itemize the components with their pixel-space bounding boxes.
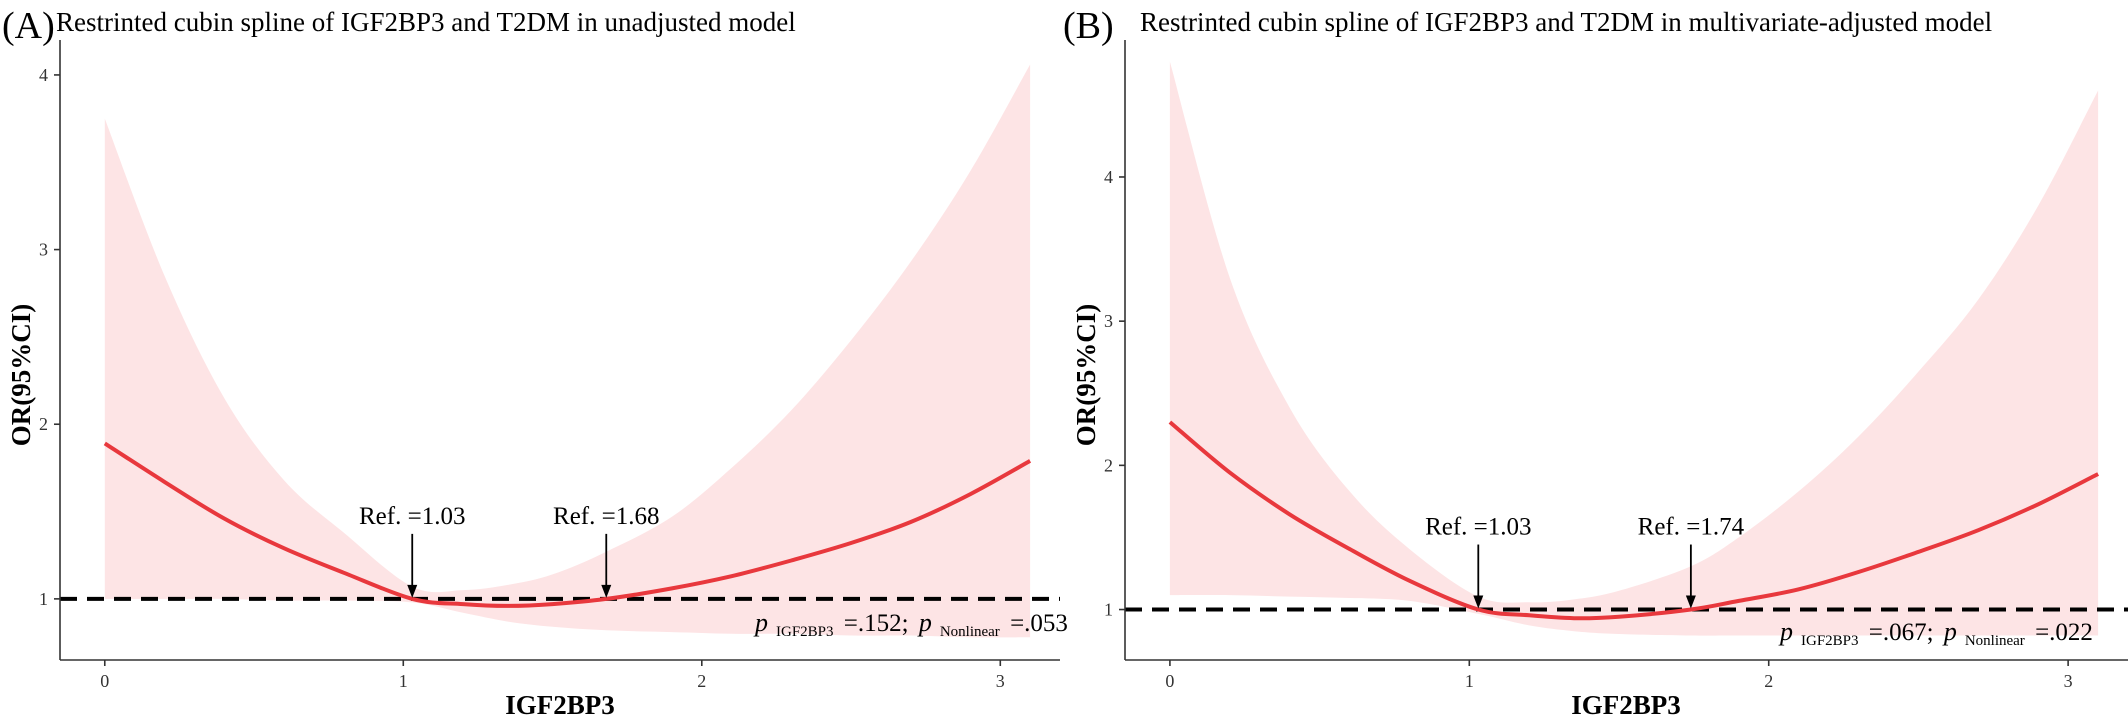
panel-b-title: Restrinted cubin spline of IGF2BP3 and T… [1140,7,1992,37]
y-tick-label: 2 [1104,455,1113,475]
ref-label: Ref. =1.74 [1638,514,1745,541]
panel-b-letter: (B) [1063,5,1114,47]
ref-arrow-head [1473,595,1484,609]
y-tick-label: 3 [1104,311,1113,331]
y-tick-label: 1 [1104,600,1113,620]
panel-b-p1-value: =.067; [1863,619,1940,646]
x-tick-label: 3 [2064,671,2073,691]
y-tick-label: 2 [39,414,48,434]
x-tick-label: 2 [697,671,706,691]
x-tick-label: 0 [100,671,109,691]
y-tick-label: 3 [39,240,48,260]
panel-a-title: Restrinted cubin spline of IGF2BP3 and T… [56,7,796,37]
ref-arrow-head [601,584,612,598]
ref-arrow-head [1685,595,1696,609]
panel-b-p-values: p IGF2BP3 =.067; p Nonlinear =.022 [1778,617,2093,649]
y-tick-label: 4 [39,65,48,85]
panel-a-p1-symbol: p [753,608,768,637]
panel-b: (B) Restrinted cubin spline of IGF2BP3 a… [1063,5,2128,720]
spline-curve [103,441,1032,608]
y-tick-label: 4 [1104,167,1113,187]
panel-b-y-axis-title: OR(95%CI) [1071,304,1101,447]
ref-label: Ref. =1.68 [553,503,659,530]
panel-a-x-axis-title: IGF2BP3 [505,690,615,720]
confidence-band [104,64,1031,638]
panel-b-p2-sub: Nonlinear [1965,633,2025,649]
panel-b-p2-value: =.022 [2029,619,2093,646]
x-tick-label: 2 [1764,671,1773,691]
panel-a: (A) Restrinted cubin spline of IGF2BP3 a… [2,5,1068,720]
x-tick-label: 1 [399,671,408,691]
panel-b-p1-sub: IGF2BP3 [1801,633,1859,649]
panel-b-x-axis-title: IGF2BP3 [1571,690,1681,720]
panel-a-y-axis-title: OR(95%CI) [6,304,36,447]
ref-label: Ref. =1.03 [359,503,465,530]
panel-a-p1-sub: IGF2BP3 [776,624,834,640]
panel-a-p2-value: =.053 [1004,610,1068,637]
x-tick-label: 1 [1465,671,1474,691]
x-tick-label: 3 [996,671,1005,691]
x-tick-label: 0 [1165,671,1174,691]
y-tick-label: 1 [39,589,48,609]
panel-a-p1-value: =.152; [838,610,915,637]
spline-curve [1168,420,2099,621]
confidence-band [1169,61,2099,636]
panel-a-letter: (A) [2,5,55,47]
panel-a-plot: 1 2 3 4 0 1 2 3 Ref. =1.03 Ref. =1.68 [39,40,1060,691]
panel-b-p1-symbol: p [1778,617,1793,646]
panel-a-p-values: p IGF2BP3 =.152; p Nonlinear =.053 [753,608,1068,640]
ref-arrow-head [407,584,418,598]
panel-b-plot: 1 2 3 4 0 1 2 3 Ref. =1.03 Ref. =1.74 [1104,40,2128,691]
panel-a-p2-sub: Nonlinear [940,624,1000,640]
panel-b-p2-symbol: p [1942,617,1957,646]
ref-label: Ref. =1.03 [1425,514,1531,541]
panel-a-p2-symbol: p [917,608,932,637]
